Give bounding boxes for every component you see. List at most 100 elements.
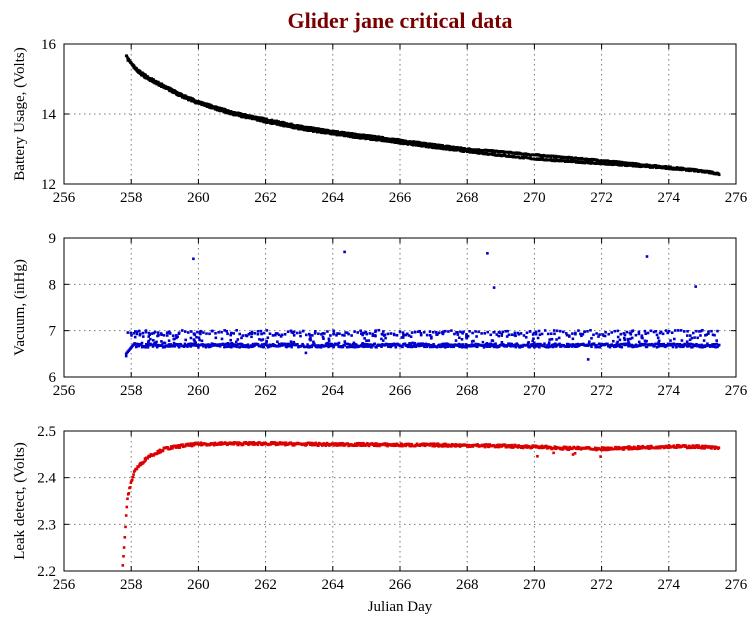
vacuum-point: [644, 332, 647, 335]
leak-point: [337, 443, 340, 447]
vacuum-point: [276, 340, 279, 343]
vacuum-point: [622, 332, 626, 335]
leak-point: [122, 555, 125, 558]
vacuum-point: [455, 331, 458, 334]
vacuum-point: [208, 332, 211, 336]
vacuum-point: [200, 339, 204, 343]
vacuum-point: [413, 330, 417, 334]
vacuum-point: [590, 337, 593, 340]
leak-point: [200, 443, 203, 447]
vacuum-point: [481, 344, 485, 347]
vacuum-point: [177, 345, 181, 349]
leak-point: [697, 444, 700, 447]
vacuum-point: [469, 345, 472, 348]
vacuum-point: [134, 330, 137, 333]
vacuum-point: [489, 333, 492, 337]
vacuum-point: [364, 330, 368, 334]
vacuum-point: [657, 340, 660, 344]
vacuum-point: [562, 330, 565, 334]
vacuum-point: [209, 345, 213, 348]
vacuum-point: [598, 345, 602, 349]
vacuum-point: [446, 342, 450, 346]
vacuum-point: [680, 339, 684, 342]
leak-point: [516, 446, 520, 449]
vacuum-point: [705, 333, 708, 336]
vacuum-point: [332, 332, 336, 335]
vacuum-point: [179, 343, 183, 346]
leak-point: [430, 442, 434, 445]
leak-point: [374, 442, 378, 445]
vacuum-point: [623, 336, 626, 340]
leak-point: [308, 441, 311, 445]
vacuum-point: [460, 345, 464, 349]
x-tick-label: 274: [658, 190, 681, 206]
vacuum-point: [265, 339, 268, 343]
leak-point: [571, 447, 574, 451]
leak-point: [688, 444, 691, 448]
vacuum-point: [393, 333, 396, 337]
vacuum-point: [579, 332, 582, 336]
vacuum-point: [140, 341, 144, 345]
leak-point: [189, 442, 192, 445]
y-axis-label: Battery Usage, (Volts): [12, 47, 28, 180]
vacuum-point: [422, 331, 426, 334]
vacuum-point: [142, 335, 145, 338]
vacuum-point: [595, 332, 598, 335]
vacuum-point: [251, 342, 255, 346]
vacuum-point: [403, 342, 407, 346]
vacuum-point: [666, 331, 669, 335]
vacuum-point: [507, 333, 511, 337]
vacuum-point: [419, 333, 423, 337]
vacuum-point: [497, 345, 501, 348]
leak-point: [262, 441, 266, 445]
leak-point: [483, 443, 486, 447]
vacuum-point: [637, 332, 641, 336]
vacuum-point: [266, 336, 270, 339]
vacuum-point: [267, 345, 271, 348]
vacuum-point: [549, 332, 553, 335]
vacuum-point: [506, 329, 509, 333]
vacuum-point: [630, 343, 634, 347]
vacuum-point: [162, 341, 165, 345]
vacuum-point: [693, 336, 696, 339]
vacuum-point: [679, 345, 682, 349]
vacuum-point: [384, 336, 387, 340]
vacuum-point: [664, 329, 668, 332]
vacuum-point: [480, 332, 483, 335]
leak-point: [475, 444, 479, 448]
vacuum-point: [597, 335, 600, 338]
vacuum-point: [543, 342, 546, 345]
leak-point: [606, 446, 610, 449]
vacuum-point: [232, 332, 235, 335]
vacuum-point: [176, 344, 180, 348]
vacuum-point: [187, 331, 190, 334]
vacuum-point: [332, 329, 335, 333]
vacuum-point: [696, 336, 699, 340]
vacuum-point: [702, 339, 706, 342]
leak-point: [144, 459, 147, 462]
vacuum-point: [283, 342, 287, 346]
vacuum-point: [218, 345, 222, 348]
vacuum-point: [265, 329, 269, 332]
leak-point: [561, 448, 565, 451]
vacuum-point: [279, 343, 282, 347]
vacuum-point: [425, 345, 429, 349]
vacuum-point: [491, 339, 495, 343]
vacuum-point: [373, 342, 377, 346]
vacuum-point: [138, 332, 142, 336]
y-tick-label: 16: [41, 37, 57, 53]
vacuum-point: [146, 346, 150, 349]
vacuum-point: [343, 340, 347, 343]
vacuum-point: [189, 336, 193, 340]
battery-point: [336, 130, 340, 133]
x-tick-label: 264: [322, 383, 345, 399]
vacuum-point: [235, 329, 238, 332]
battery-point: [139, 72, 142, 75]
leak-point: [269, 443, 272, 446]
vacuum-point: [638, 344, 641, 348]
vacuum-point: [234, 343, 238, 347]
vacuum-point: [224, 345, 227, 348]
vacuum-point: [359, 329, 362, 333]
vacuum-point: [699, 334, 702, 337]
